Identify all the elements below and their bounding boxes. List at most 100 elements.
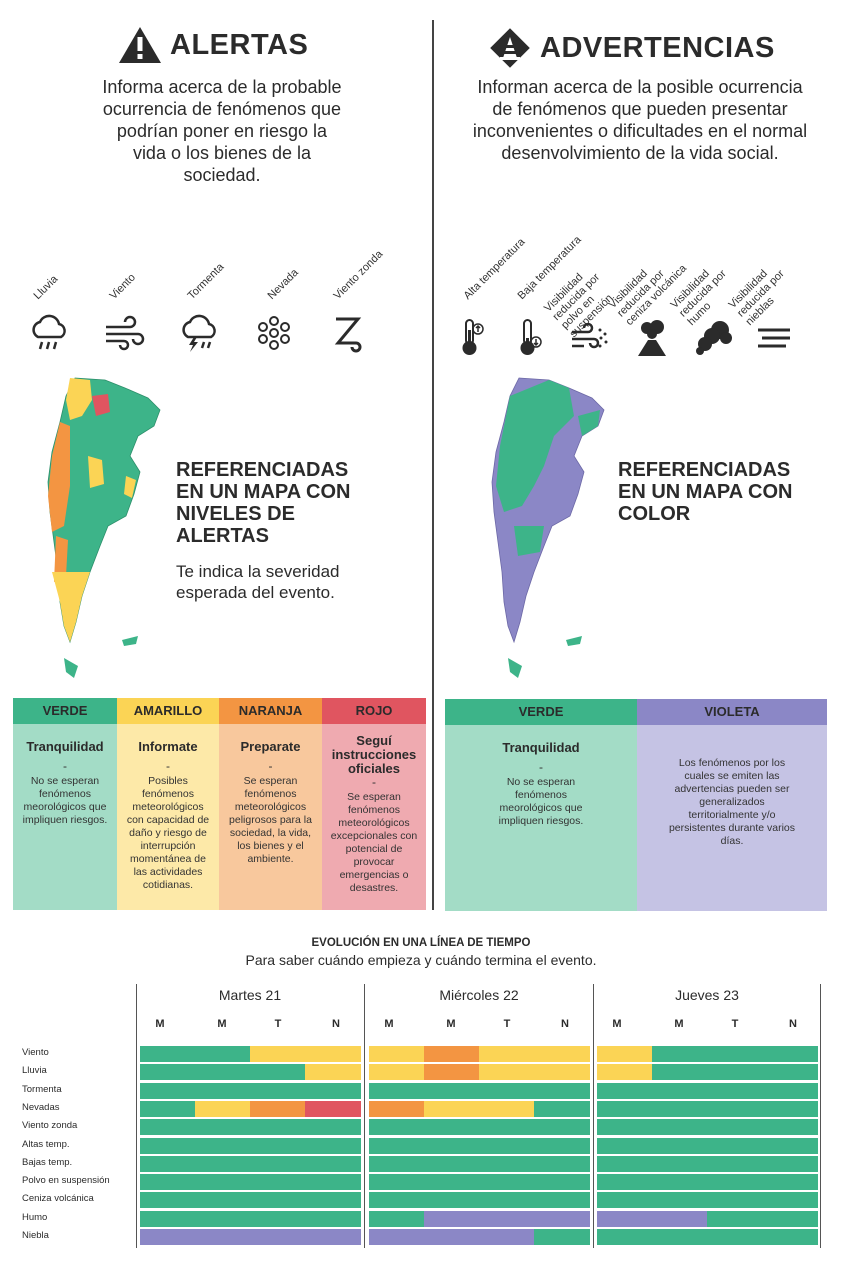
timeline-cell <box>479 1229 535 1245</box>
segment-label: N <box>561 1018 569 1030</box>
timeline-cell <box>652 1082 708 1099</box>
color-map <box>491 377 605 678</box>
phenomenon-label-viento-zonda: Viento zonda <box>331 248 386 302</box>
timeline-cell <box>597 1174 653 1191</box>
phenomenon-label-tormenta: Tormenta <box>185 261 227 302</box>
timeline-cell <box>762 1210 818 1227</box>
timeline-cell <box>424 1100 480 1117</box>
timeline-cell <box>652 1046 708 1062</box>
timeline-cell <box>424 1174 480 1191</box>
timeline-cell <box>597 1100 653 1117</box>
day-label-miercoles: Miércoles 22 <box>439 987 519 1003</box>
timeline-cell <box>250 1119 306 1136</box>
segment-label: T <box>503 1018 511 1030</box>
timeline-cell <box>305 1100 361 1117</box>
timeline-cell <box>250 1174 306 1191</box>
segment-label: M <box>446 1018 456 1030</box>
timeline-cell <box>597 1082 653 1099</box>
timeline-cell <box>479 1137 535 1154</box>
timeline-cell <box>369 1046 425 1062</box>
phenomenon-label-viento: Viento <box>107 271 138 302</box>
segment-label: T <box>731 1018 739 1030</box>
timeline-cell <box>424 1082 480 1099</box>
timeline-cell <box>597 1192 653 1209</box>
timeline-cell <box>479 1100 535 1117</box>
timeline-cell <box>534 1064 590 1081</box>
timeline-cell <box>534 1229 590 1245</box>
timeline-cell <box>140 1192 196 1209</box>
adv-level-verde-header: VERDE <box>445 699 637 725</box>
timeline-cell <box>762 1100 818 1117</box>
segment-label: M <box>612 1018 622 1030</box>
timeline-row-label: Bajas temp. <box>22 1156 73 1168</box>
phenomenon-label-nieblas: Visibilidad reducida por nieblas <box>726 267 787 328</box>
timeline-cell <box>195 1210 251 1227</box>
timeline-cell <box>250 1192 306 1209</box>
timeline-cell <box>597 1064 653 1081</box>
timeline-cell <box>424 1137 480 1154</box>
day-label-jueves: Jueves 23 <box>675 987 739 1003</box>
fog-icon <box>758 328 790 348</box>
storm-cloud-icon <box>182 314 216 352</box>
timeline-cell <box>652 1229 708 1245</box>
timeline-cell <box>140 1155 196 1172</box>
alertas-heading: ALERTAS <box>118 26 308 64</box>
timeline-cell <box>652 1155 708 1172</box>
timeline-row-label: Lluvia <box>22 1065 47 1077</box>
timeline-cell <box>250 1064 306 1081</box>
traffic-cone-icon <box>490 28 530 68</box>
timeline-cell <box>707 1100 763 1117</box>
timeline-cell <box>652 1210 708 1227</box>
timeline-cell <box>479 1064 535 1081</box>
level-verde-name: Tranquilidad <box>26 739 104 754</box>
timeline-cell <box>140 1082 196 1099</box>
timeline-cell <box>305 1155 361 1172</box>
timeline-cell <box>305 1119 361 1136</box>
timeline-cell <box>707 1064 763 1081</box>
timeline-subtitle: Para saber cuándo empieza y cuándo termi… <box>245 952 597 968</box>
timeline-cell <box>424 1192 480 1209</box>
timeline-cell <box>305 1192 361 1209</box>
timeline-cell <box>652 1100 708 1117</box>
timeline-cell <box>369 1119 425 1136</box>
timeline-cell <box>479 1119 535 1136</box>
level-naranja-text: Se esperan fenómenos meteorológicos peli… <box>229 775 312 865</box>
level-amarillo-text: Posibles fenómenos meteorológicos con ca… <box>126 775 210 891</box>
level-rojo-text: Se esperan fenómenos meteorológicos exce… <box>330 791 418 894</box>
timeline-cell <box>534 1100 590 1117</box>
timeline-cell <box>479 1046 535 1062</box>
timeline-cell <box>369 1064 425 1081</box>
timeline-cell <box>652 1119 708 1136</box>
alertas-title: ALERTAS <box>170 28 309 61</box>
timeline-cell <box>762 1155 818 1172</box>
level-rojo-dash: - <box>372 775 376 789</box>
timeline-cell <box>305 1082 361 1099</box>
volcano-icon <box>638 320 666 356</box>
adv-level-verde: VERDE Tranquilidad - No se esperan fenóm… <box>445 699 637 911</box>
timeline-cell <box>140 1064 196 1081</box>
timeline-cell <box>250 1082 306 1099</box>
timeline-cell <box>707 1192 763 1209</box>
segment-label: T <box>274 1018 282 1030</box>
timeline-cell <box>534 1174 590 1191</box>
level-amarillo: AMARILLO Informate - Posibles fenómenos … <box>117 698 219 910</box>
timeline-cell <box>707 1210 763 1227</box>
timeline-cell <box>369 1192 425 1209</box>
timeline-cell <box>762 1082 818 1099</box>
timeline-cell <box>140 1210 196 1227</box>
thermometer-low-icon <box>520 319 542 355</box>
timeline-cell <box>250 1210 306 1227</box>
timeline-separator <box>593 984 594 1248</box>
timeline-row-label: Polvo en suspensión <box>22 1175 110 1187</box>
timeline-cell <box>597 1210 653 1227</box>
timeline-cell <box>479 1210 535 1227</box>
timeline-separator <box>364 984 365 1248</box>
timeline-cell <box>762 1192 818 1209</box>
timeline-cell <box>479 1082 535 1099</box>
timeline-cell <box>305 1210 361 1227</box>
timeline-cell <box>762 1064 818 1081</box>
center-divider <box>432 20 434 910</box>
timeline-cell <box>652 1174 708 1191</box>
adv-level-violeta: VIOLETA Los fenómenos por los cuales se … <box>637 699 827 911</box>
zonda-wind-icon <box>334 317 362 353</box>
